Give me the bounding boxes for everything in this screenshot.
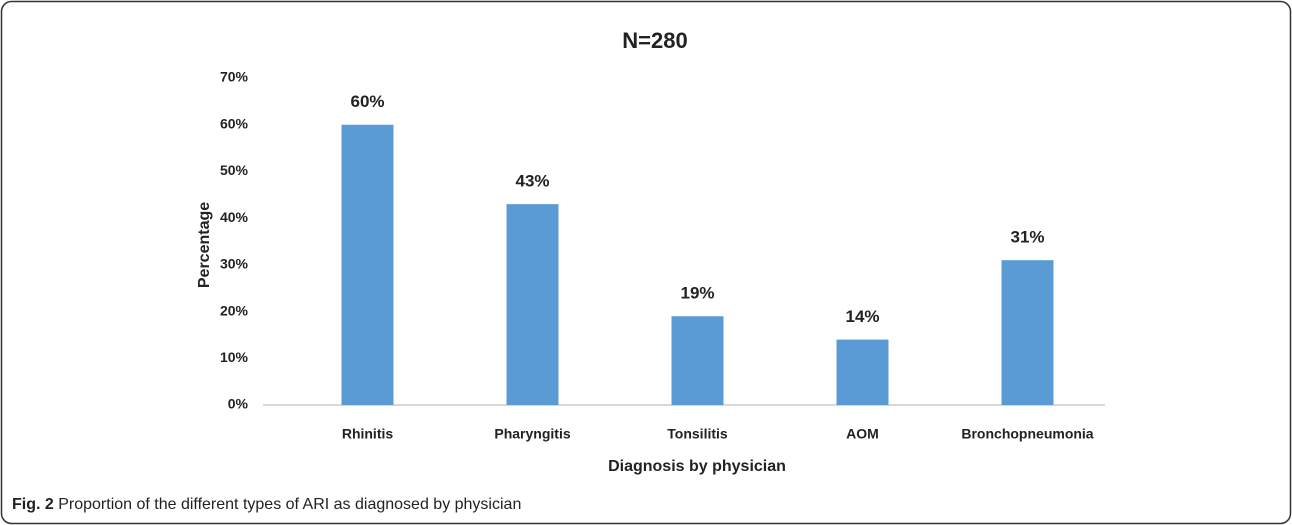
x-tick-label: Pharyngitis [494, 426, 570, 442]
caption: Fig. 2 Proportion of the different types… [12, 496, 521, 513]
x-axis-label: Diagnosis by physician [608, 458, 786, 475]
chart-title: N=280 [622, 28, 687, 53]
y-tick-label: 40% [220, 209, 249, 225]
bar [506, 204, 559, 405]
y-axis-label: Percentage [196, 202, 213, 288]
y-tick-label: 70% [220, 69, 249, 85]
data-label: 60% [350, 92, 384, 111]
data-label: 43% [515, 172, 549, 191]
y-tick-label: 20% [220, 302, 249, 318]
x-tick-label: Bronchopneumonia [961, 426, 1093, 442]
y-tick-label: 50% [220, 162, 249, 178]
bar [341, 124, 394, 405]
y-tick-label: 0% [228, 396, 249, 412]
data-label: 14% [845, 307, 879, 326]
bar [836, 339, 889, 405]
y-tick-label: 10% [220, 349, 249, 365]
caption-label: Fig. 2 [12, 496, 54, 513]
y-tick-label: 60% [220, 115, 249, 131]
caption-text: Proportion of the different types of ARI… [58, 496, 521, 513]
x-tick-label: Tonsilitis [667, 426, 728, 442]
bar [1001, 260, 1054, 405]
bar [671, 316, 724, 405]
x-tick-label: AOM [846, 426, 879, 442]
data-label: 31% [1010, 228, 1044, 247]
data-label: 19% [680, 284, 714, 303]
x-tick-label: Rhinitis [342, 426, 394, 442]
y-tick-label: 30% [220, 256, 249, 272]
